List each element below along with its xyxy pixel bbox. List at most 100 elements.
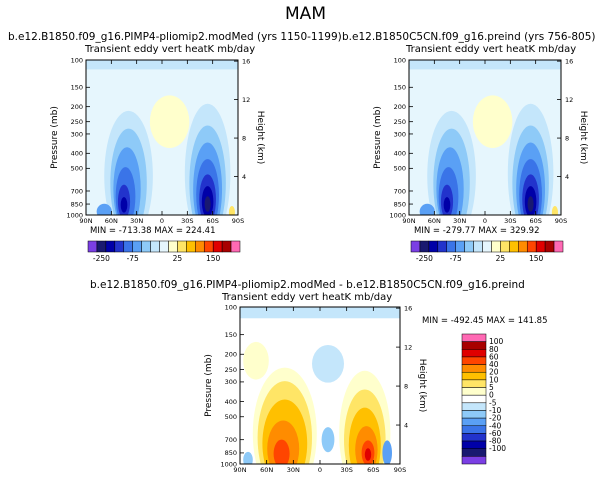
y2-tick-label: 16 <box>242 57 250 65</box>
y-tick-label: 700 <box>71 187 83 195</box>
colorbar-label: -10 <box>489 406 501 415</box>
colorbar-swatch <box>195 240 205 253</box>
nh-polar-negative <box>243 451 253 464</box>
y-tick-label: 200 <box>225 351 237 359</box>
x-tick-label: 0 <box>483 217 487 225</box>
sh-contour-7 <box>204 196 211 212</box>
y2-tick-label: 8 <box>565 134 569 142</box>
y-tick-label: 400 <box>394 150 406 158</box>
colorbar-swatch <box>461 410 487 419</box>
y2-axis-title: Height (km) <box>578 111 588 165</box>
colorbar-swatch <box>159 240 169 253</box>
colorbar-label: 25 <box>496 254 506 263</box>
y-tick-label: 850 <box>71 200 83 208</box>
y2-tick-label: 8 <box>242 134 246 142</box>
y-tick-label: 150 <box>394 84 406 92</box>
panel-right-subtitle: Transient eddy vert heatK mb/day <box>406 44 577 55</box>
x-tick-label: 30N <box>453 217 466 225</box>
colorbar-label: 40 <box>489 360 499 369</box>
y-tick-label: 500 <box>394 165 406 173</box>
colorbar-swatch <box>461 379 487 388</box>
colorbar-label: -80 <box>489 437 501 446</box>
colorbar-label: 100 <box>489 337 504 346</box>
x-tick-label: 0 <box>318 466 322 474</box>
colorbar-swatch <box>553 240 564 253</box>
colorbar-swatch <box>461 341 487 350</box>
colorbar-swatch <box>461 333 487 342</box>
x-tick-label: 30S <box>504 217 516 225</box>
colorbar-swatch <box>419 240 430 253</box>
x-tick-label: 90S <box>394 466 406 474</box>
x-tick-label: 90S <box>232 217 244 225</box>
x-tick-label: 30S <box>181 217 193 225</box>
nh-contour-6 <box>120 197 128 213</box>
colorbar-swatch <box>461 371 487 381</box>
panel-difference-field <box>240 307 400 464</box>
y-tick-label: 150 <box>71 84 83 92</box>
y-axis-title: Pressure (mb) <box>373 106 383 169</box>
nh-diff-5 <box>273 439 290 464</box>
colorbar-swatch <box>518 240 528 253</box>
colorbar-label: -20 <box>489 414 501 423</box>
colorbar-right: -250 -75 25 150 <box>410 240 564 263</box>
panel-left-field <box>86 60 238 215</box>
colorbar-swatch <box>461 456 487 465</box>
x-tick-label: 60N <box>105 217 118 225</box>
polar-upper-positive <box>243 341 269 380</box>
y-tick-label: 400 <box>225 398 237 406</box>
colorbar-swatch <box>461 364 487 373</box>
y-tick-label: 500 <box>225 413 237 421</box>
colorbar-swatch <box>410 240 421 253</box>
x-tick-label: 90N <box>402 217 415 225</box>
colorbar-swatch <box>177 240 187 253</box>
colorbar-swatch <box>455 240 465 253</box>
y-axis-title: Pressure (mb) <box>204 354 214 417</box>
colorbar-label: 20 <box>489 368 499 377</box>
colorbar-swatch <box>482 240 492 253</box>
colorbar-label: 25 <box>173 254 183 263</box>
colorbar-label: 150 <box>529 254 544 263</box>
colorbar-swatch <box>132 240 142 253</box>
y-tick-label: 500 <box>71 165 83 173</box>
y2-tick-label: 12 <box>565 96 573 104</box>
y-tick-label: 100 <box>71 56 83 64</box>
x-tick-label: 60S <box>529 217 541 225</box>
panel-diff-stats: MIN = -492.45 MAX = 141.85 <box>422 316 548 326</box>
panel-right-field <box>409 60 561 215</box>
panel-difference-plot: 90N 60N 30N 0 30S 60S 90S 100 150 200 250 300 400 500… <box>204 303 427 474</box>
y-tick-label: 1000 <box>389 211 406 219</box>
panel-right-stats: MIN = -279.77 MAX = 329.92 <box>414 226 540 236</box>
colorbar-label: 60 <box>489 352 499 361</box>
colorbar-swatch <box>221 240 232 253</box>
colorbar-swatch <box>212 240 223 253</box>
y-tick-label: 200 <box>71 103 83 111</box>
tropical-negative <box>312 344 344 383</box>
colorbar-swatch <box>96 240 107 253</box>
colorbar-label: -250 <box>93 254 110 263</box>
colorbar-swatch <box>461 349 487 358</box>
y-tick-label: 1000 <box>220 460 237 468</box>
colorbar-label: -75 <box>450 254 462 263</box>
y2-tick-label: 12 <box>404 343 412 351</box>
eq-negative <box>321 427 335 453</box>
y-tick-label: 700 <box>394 187 406 195</box>
colorbar-label: 150 <box>206 254 221 263</box>
colorbar-swatch <box>150 240 160 253</box>
colorbar-swatch <box>428 240 439 253</box>
sh-surface-noise <box>551 206 558 215</box>
colorbar-swatch <box>123 240 133 253</box>
colorbar-swatch <box>168 240 178 253</box>
colorbar-swatch <box>500 240 510 253</box>
x-tick-label: 60S <box>367 466 379 474</box>
stratosphere-band <box>240 307 400 319</box>
y-tick-label: 250 <box>225 366 237 374</box>
colorbar-swatch <box>186 240 196 253</box>
sh-diff-6 <box>364 448 372 461</box>
colorbar-left: -250 -75 25 150 <box>87 240 241 263</box>
panel-right-name: b.e12.B1850C5CN.f09_g16.preind (yrs 756-… <box>342 31 596 43</box>
colorbar-swatch <box>437 240 448 253</box>
panel-left-name: b.e12.B1850.f09_g16.PIMP4-pliomip2.modMe… <box>8 31 342 43</box>
x-tick-label: 90S <box>555 217 567 225</box>
